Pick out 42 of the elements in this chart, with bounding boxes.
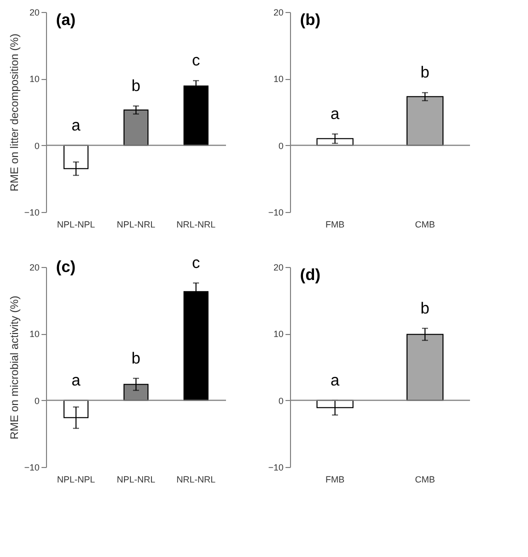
- y-tick-label: 20: [29, 262, 40, 272]
- y-tick-label: −10: [268, 462, 284, 472]
- chart-title: (a): [56, 12, 76, 29]
- annotation: c: [192, 255, 200, 272]
- annotation: b: [420, 300, 430, 318]
- annotation: b: [132, 350, 141, 368]
- y-tick-label: 20: [29, 8, 40, 18]
- chart-title: (b): [300, 12, 320, 29]
- y-tick-label: −10: [268, 208, 284, 218]
- y-tick-label: 10: [29, 74, 40, 84]
- chart-title: (d): [300, 267, 320, 284]
- x-tick-label: FMB: [326, 474, 344, 484]
- y-tick-label: 20: [273, 262, 284, 272]
- x-tick-label: NRL-NRL: [176, 474, 216, 484]
- x-tick-label: CMB: [415, 474, 435, 484]
- annotation: a: [330, 372, 340, 390]
- y-tick-label: 0: [34, 396, 40, 406]
- x-tick-label: FMB: [326, 220, 344, 230]
- annotation: b: [132, 78, 141, 95]
- y-axis-title: RME on microbial activity (%): [9, 296, 22, 440]
- annotation: b: [420, 64, 430, 82]
- x-tick-label: NRL-NRL: [176, 220, 216, 230]
- annotation: a: [330, 106, 340, 123]
- y-tick-label: −10: [24, 208, 40, 218]
- y-axis-title: RME on litter decomposition (%): [9, 34, 22, 192]
- x-tick-label: NPL-NPL: [56, 474, 96, 484]
- y-tick-label: 20: [273, 8, 284, 18]
- y-tick-label: 0: [278, 396, 284, 406]
- y-tick-label: 10: [273, 329, 284, 340]
- x-tick-label: NPL-NRL: [116, 474, 156, 484]
- y-tick-label: −10: [24, 462, 40, 472]
- x-tick-label: CMB: [415, 220, 435, 230]
- annotation: a: [72, 372, 81, 390]
- y-tick-label: 0: [34, 140, 40, 151]
- chart-title: (c): [56, 259, 76, 276]
- x-tick-label: NPL-NRL: [116, 220, 156, 230]
- y-tick-label: 10: [29, 329, 40, 340]
- annotation: c: [192, 52, 200, 70]
- x-tick-label: NPL-NPL: [56, 220, 96, 230]
- annotation: a: [72, 117, 81, 134]
- y-tick-label: 0: [278, 140, 284, 151]
- y-tick-label: 10: [273, 74, 284, 84]
